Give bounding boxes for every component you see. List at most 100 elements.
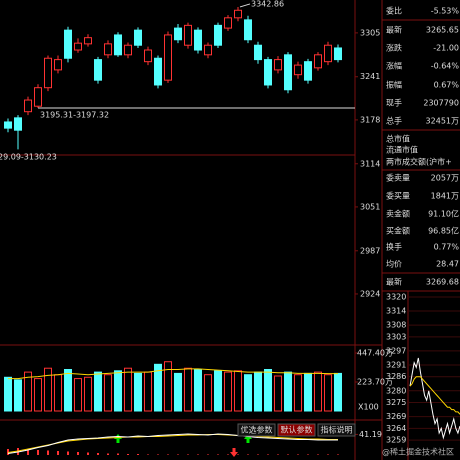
signal-arrow bbox=[244, 434, 252, 443]
candle-body bbox=[244, 19, 252, 41]
candle-body bbox=[324, 44, 332, 63]
button[interactable] bbox=[277, 423, 316, 437]
signal-arrow bbox=[230, 448, 238, 457]
y-tick-label: 3051 bbox=[360, 202, 380, 211]
candle-body bbox=[174, 27, 182, 41]
y-tick-label: 3320 bbox=[386, 292, 406, 301]
candle-body bbox=[284, 54, 292, 91]
candle-body bbox=[114, 34, 122, 56]
y-tick-label: 2924 bbox=[360, 289, 380, 298]
volume-bar bbox=[274, 375, 282, 412]
y-tick-label: 447.40万 bbox=[357, 348, 393, 357]
volume-bar bbox=[144, 371, 152, 412]
quote-label: 卖金额 bbox=[386, 209, 410, 219]
volume-bar bbox=[124, 367, 132, 412]
y-tick-label: 3314 bbox=[386, 307, 406, 316]
annotation: 29.09-3130.23 bbox=[0, 153, 57, 162]
volume-bar bbox=[94, 371, 102, 412]
candle-body bbox=[134, 29, 142, 46]
volume-bar bbox=[334, 372, 342, 412]
volume-bar bbox=[264, 369, 272, 412]
quote-value: 96.85亿 bbox=[428, 226, 459, 236]
quote-label: 振幅 bbox=[386, 80, 402, 90]
candle-body bbox=[304, 61, 312, 81]
volume-bar bbox=[54, 374, 62, 412]
signal-arrow bbox=[114, 434, 122, 443]
volume-bar bbox=[154, 363, 162, 412]
quote-label: 两市成交额(沪市+ bbox=[386, 157, 452, 167]
y-tick-label: 3308 bbox=[386, 321, 406, 330]
candle-body bbox=[34, 87, 42, 107]
quote-label: 现手 bbox=[386, 98, 402, 108]
candle-body bbox=[124, 44, 132, 56]
y-tick-label: 3241 bbox=[360, 72, 380, 81]
volume-bar bbox=[4, 376, 12, 412]
button-label[interactable]: 指标说明 bbox=[321, 425, 353, 435]
y-tick-label: 3178 bbox=[360, 115, 380, 124]
annotation-line bbox=[239, 3, 251, 8]
button[interactable] bbox=[317, 423, 356, 437]
quote-label: 最新 bbox=[386, 25, 402, 35]
candle-body bbox=[44, 57, 52, 89]
quote-label: 委卖量 bbox=[386, 173, 410, 183]
quote-value: 2307790 bbox=[423, 99, 459, 108]
candle-body bbox=[64, 29, 72, 59]
quote-label: 最新 bbox=[386, 277, 402, 287]
quote-label: 总市值 bbox=[386, 134, 410, 144]
watermark: @稀土掘金技术社区 bbox=[382, 447, 454, 457]
quote-label: 均价 bbox=[386, 259, 402, 269]
candle-body bbox=[14, 117, 22, 131]
volume-bar bbox=[214, 370, 222, 412]
button-label[interactable]: 默认参数 bbox=[281, 425, 313, 435]
button[interactable] bbox=[237, 423, 276, 437]
volume-bar bbox=[44, 367, 52, 412]
y-tick-label: 3297 bbox=[386, 346, 406, 355]
y-tick-label: 3269 bbox=[386, 412, 406, 421]
y-tick-label: 3259 bbox=[386, 436, 406, 445]
volume-bar bbox=[254, 371, 262, 412]
candle-body bbox=[144, 49, 152, 63]
annotation: 3342.86 bbox=[251, 0, 284, 8]
volume-bar bbox=[174, 372, 182, 412]
annotation: 3195.31-3197.32 bbox=[40, 111, 109, 120]
volume-bar bbox=[14, 379, 22, 412]
volume-bar bbox=[244, 374, 252, 412]
quote-value: -0.64% bbox=[431, 62, 460, 71]
button-label[interactable]: 优选参数 bbox=[241, 425, 273, 435]
y-tick-label: 3291 bbox=[386, 361, 406, 370]
intraday-line bbox=[409, 357, 460, 440]
candle-body bbox=[164, 34, 172, 81]
y-tick-label: 3303 bbox=[386, 332, 406, 341]
candle-body bbox=[154, 57, 162, 86]
y-tick-label: 3275 bbox=[386, 398, 406, 407]
quote-value: 28.47 bbox=[436, 260, 459, 269]
volume-bar bbox=[184, 367, 192, 412]
quote-label: 总手 bbox=[386, 116, 402, 126]
quote-value: 3269.68 bbox=[426, 278, 459, 287]
y-tick-label: 3286 bbox=[386, 372, 406, 381]
volume-bar bbox=[64, 369, 72, 412]
quote-label: 涨幅 bbox=[386, 61, 402, 71]
volume-bar bbox=[314, 371, 322, 412]
indicator-line bbox=[7, 433, 338, 454]
indicator-line bbox=[7, 434, 338, 453]
volume-bar bbox=[234, 370, 242, 412]
candle-body bbox=[4, 121, 12, 129]
quote-label: 委比 bbox=[386, 6, 402, 16]
candle-body bbox=[194, 29, 202, 51]
volume-bar bbox=[164, 361, 172, 412]
volume-bar bbox=[34, 378, 42, 412]
y-tick-label: 223.70万 bbox=[357, 377, 393, 386]
quote-label: 流通市值 bbox=[386, 145, 418, 155]
quote-value: 91.10亿 bbox=[428, 209, 459, 219]
candle-body bbox=[314, 54, 322, 69]
quote-label: 买金额 bbox=[386, 226, 410, 236]
quote-value: -21.00 bbox=[433, 44, 459, 53]
candle-body bbox=[334, 47, 342, 61]
volume-bar bbox=[24, 371, 32, 412]
y-tick-label: 3264 bbox=[386, 424, 406, 433]
quote-label: 换手 bbox=[386, 242, 402, 252]
candle-body bbox=[264, 59, 272, 86]
candle-body bbox=[254, 44, 262, 61]
